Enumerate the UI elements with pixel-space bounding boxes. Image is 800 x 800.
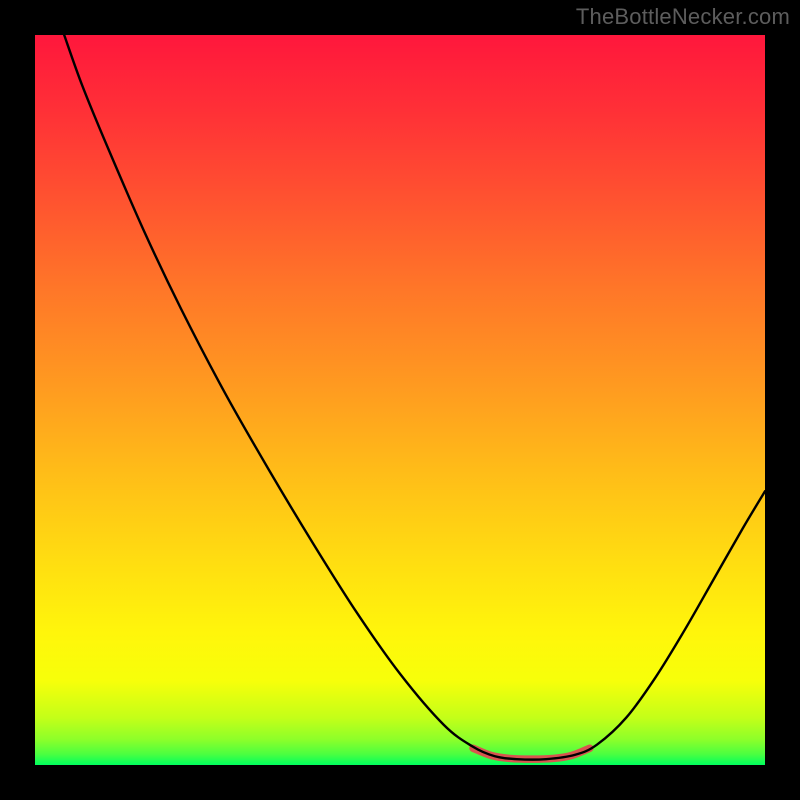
watermark-label: TheBottleNecker.com [576, 4, 790, 30]
plot-area [35, 35, 765, 765]
chart-svg [35, 35, 765, 765]
chart-frame: TheBottleNecker.com [0, 0, 800, 800]
gradient-background [35, 35, 765, 765]
